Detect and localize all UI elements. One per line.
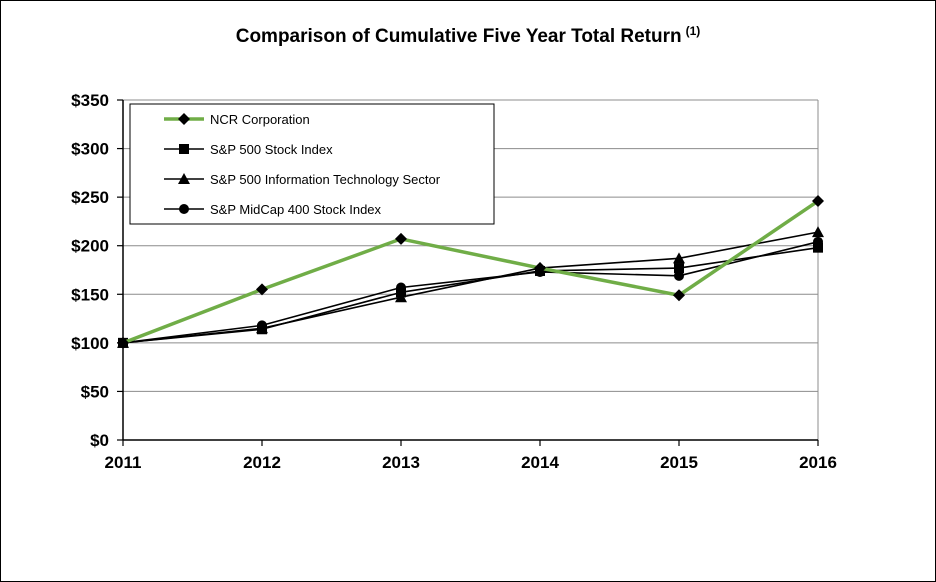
series-3-point bbox=[813, 236, 823, 247]
series-3-point bbox=[257, 320, 267, 331]
series-3-point bbox=[396, 282, 406, 293]
x-tick-label: 2015 bbox=[660, 453, 698, 472]
series-3-line bbox=[122, 241, 819, 344]
axes bbox=[122, 100, 818, 441]
legend-label: S&P MidCap 400 Stock Index bbox=[210, 202, 382, 217]
x-tick-label: 2014 bbox=[521, 453, 559, 472]
y-tick-label: $100 bbox=[71, 334, 109, 353]
y-axis-ticks: $0 $50 $100 $150 $200 $250 $300 $350 bbox=[71, 91, 123, 450]
series-lines bbox=[117, 195, 824, 349]
legend-label: S&P 500 Information Technology Sector bbox=[210, 172, 441, 187]
legend-entry: S&P 500 Information Technology Sector bbox=[164, 172, 441, 187]
legend-entry: NCR Corporation bbox=[164, 112, 310, 127]
chart-title-text: Comparison of Cumulative Five Year Total… bbox=[235, 26, 682, 47]
series-0 bbox=[117, 195, 824, 349]
series-2-point bbox=[812, 226, 824, 238]
series-2-line bbox=[122, 231, 819, 344]
y-tick-label: $300 bbox=[71, 140, 109, 159]
legend-marker bbox=[179, 204, 189, 214]
chart-title: Comparison of Cumulative Five Year Total… bbox=[0, 24, 936, 48]
series-1-line bbox=[122, 246, 819, 344]
series-0-point bbox=[395, 232, 407, 245]
y-tick-label: $0 bbox=[90, 431, 109, 450]
y-tick-label: $50 bbox=[81, 382, 109, 401]
series-2-point bbox=[673, 252, 685, 264]
x-tick-label: 2016 bbox=[799, 453, 837, 472]
series-0-point bbox=[673, 289, 685, 302]
x-axis-ticks: 2011 2012 2013 2014 2015 2016 bbox=[105, 440, 837, 472]
x-tick-label: 2012 bbox=[243, 453, 281, 472]
y-tick-label: $200 bbox=[71, 237, 109, 256]
legend-marker bbox=[178, 173, 190, 184]
legend-entry: S&P 500 Stock Index bbox=[164, 142, 333, 157]
x-tick-label: 2013 bbox=[382, 453, 420, 472]
series-1-point bbox=[674, 263, 684, 274]
series-0-line bbox=[122, 199, 819, 345]
series-0-point bbox=[534, 262, 546, 275]
series-0-point bbox=[117, 336, 129, 349]
series-0-point bbox=[256, 283, 268, 296]
series-3 bbox=[118, 236, 823, 348]
legend: NCR Corporation S&P 500 Stock Index S&P 50… bbox=[129, 103, 495, 225]
legend-entry: S&P MidCap 400 Stock Index bbox=[164, 202, 382, 217]
legend-label: NCR Corporation bbox=[210, 112, 310, 127]
chart-title-footnote: (1) bbox=[685, 24, 701, 38]
series-3-point bbox=[674, 270, 684, 281]
series-0-point bbox=[812, 195, 824, 208]
series-2-point bbox=[395, 291, 407, 303]
y-tick-label: $250 bbox=[71, 188, 109, 207]
series-1-point bbox=[813, 242, 823, 253]
y-tick-label: $150 bbox=[71, 285, 109, 304]
legend-label: S&P 500 Stock Index bbox=[210, 142, 333, 157]
x-tick-label: 2011 bbox=[105, 453, 142, 472]
legend-box bbox=[129, 103, 495, 225]
y-tick-label: $350 bbox=[71, 91, 109, 110]
legend-marker bbox=[178, 113, 190, 125]
legend-marker bbox=[179, 144, 189, 154]
